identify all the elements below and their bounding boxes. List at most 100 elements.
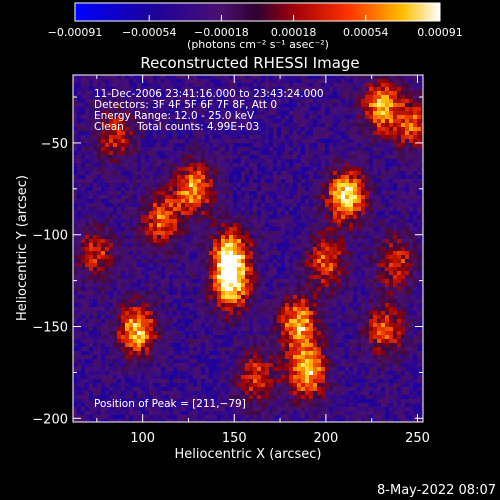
heatmap-cell	[385, 147, 389, 151]
heatmap-cell	[165, 283, 169, 287]
heatmap-cell	[405, 223, 409, 227]
heatmap-cell	[373, 219, 377, 223]
heatmap-cell	[209, 287, 213, 291]
heatmap-cell	[373, 151, 377, 155]
heatmap-cell	[261, 123, 265, 127]
heatmap-cell	[85, 247, 89, 251]
heatmap-cell	[161, 175, 165, 179]
heatmap-cell	[225, 147, 229, 151]
heatmap-cell	[237, 227, 241, 231]
heatmap-cell	[309, 279, 313, 283]
heatmap-cell	[161, 171, 165, 175]
heatmap-cell	[397, 275, 401, 279]
heatmap-cell	[345, 259, 349, 263]
heatmap-cell	[157, 291, 161, 295]
heatmap-cell	[417, 179, 421, 183]
heatmap-cell	[81, 171, 85, 175]
heatmap-cell	[205, 219, 209, 223]
heatmap-cell	[329, 287, 333, 291]
heatmap-cell	[329, 91, 333, 95]
heatmap-cell	[349, 91, 353, 95]
heatmap-cell	[277, 187, 281, 191]
heatmap-cell	[413, 295, 417, 299]
heatmap-cell	[73, 211, 77, 215]
heatmap-cell	[133, 163, 137, 167]
heatmap-cell	[301, 255, 305, 259]
heatmap-cell	[353, 223, 357, 227]
heatmap-cell	[157, 187, 161, 191]
heatmap-cell	[201, 203, 205, 207]
heatmap-cell	[325, 155, 329, 159]
heatmap-cell	[313, 143, 317, 147]
heatmap-cell	[145, 159, 149, 163]
heatmap-cell	[229, 159, 233, 163]
heatmap-cell	[117, 87, 121, 91]
heatmap-cell	[173, 119, 177, 123]
heatmap-cell	[73, 159, 77, 163]
heatmap-cell	[345, 123, 349, 127]
heatmap-cell	[349, 223, 353, 227]
heatmap-cell	[297, 83, 301, 87]
heatmap-cell	[273, 99, 277, 103]
heatmap-cell	[385, 115, 389, 119]
heatmap-cell	[137, 255, 141, 259]
heatmap-cell	[353, 79, 357, 83]
heatmap-cell	[305, 183, 309, 187]
heatmap-cell	[313, 167, 317, 171]
heatmap-cell	[193, 223, 197, 227]
heatmap-cell	[189, 255, 193, 259]
heatmap-cell	[209, 99, 213, 103]
heatmap-cell	[269, 103, 273, 107]
heatmap-image	[73, 75, 423, 422]
heatmap-cell	[261, 219, 265, 223]
heatmap-cell	[241, 179, 245, 183]
heatmap-cell	[345, 295, 349, 299]
heatmap-cell	[249, 127, 253, 131]
heatmap-cell	[97, 131, 101, 135]
heatmap-cell	[125, 155, 129, 159]
heatmap-cell	[77, 259, 81, 263]
heatmap-cell	[153, 263, 157, 267]
heatmap-cell	[393, 239, 397, 243]
heatmap-cell	[365, 167, 369, 171]
heatmap-cell	[237, 151, 241, 155]
heatmap-cell	[93, 147, 97, 151]
heatmap-cell	[249, 163, 253, 167]
heatmap-cell	[141, 259, 145, 263]
heatmap-cell	[393, 135, 397, 139]
heatmap-cell	[397, 151, 401, 155]
heatmap-cell	[209, 143, 213, 147]
heatmap-cell	[377, 167, 381, 171]
heatmap-cell	[101, 159, 105, 163]
heatmap-cell	[341, 263, 345, 267]
heatmap-cell	[377, 287, 381, 291]
heatmap-cell	[345, 199, 349, 203]
heatmap-cell	[177, 183, 181, 187]
heatmap-cell	[389, 203, 393, 207]
heatmap-cell	[113, 151, 117, 155]
heatmap-cell	[125, 195, 129, 199]
heatmap-cell	[93, 223, 97, 227]
heatmap-cell	[73, 235, 77, 239]
heatmap-cell	[93, 103, 97, 107]
heatmap-cell	[181, 215, 185, 219]
heatmap-cell	[237, 271, 241, 275]
heatmap-cell	[229, 267, 233, 271]
heatmap-cell	[153, 139, 157, 143]
heatmap-cell	[409, 99, 413, 103]
heatmap-cell	[157, 299, 161, 303]
heatmap-cell	[385, 167, 389, 171]
heatmap-cell	[113, 219, 117, 223]
heatmap-cell	[401, 275, 405, 279]
heatmap-cell	[165, 259, 169, 263]
heatmap-cell	[273, 95, 277, 99]
heatmap-cell	[381, 167, 385, 171]
heatmap-cell	[105, 247, 109, 251]
heatmap-cell	[253, 191, 257, 195]
heatmap-cell	[149, 147, 153, 151]
heatmap-cell	[117, 211, 121, 215]
heatmap-cell	[85, 267, 89, 271]
heatmap-cell	[409, 139, 413, 143]
heatmap-cell	[101, 219, 105, 223]
heatmap-cell	[277, 199, 281, 203]
